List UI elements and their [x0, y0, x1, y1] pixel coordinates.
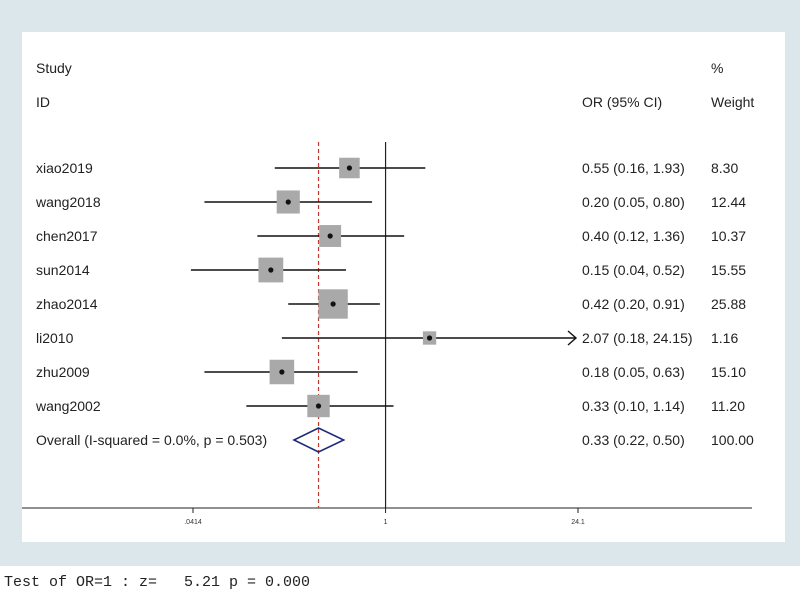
- study-weight: 15.10: [711, 364, 747, 380]
- study-ci: 0.33 (0.10, 1.14): [582, 398, 685, 414]
- overall-ci: 0.33 (0.22, 0.50): [582, 432, 685, 448]
- study-label: wang2002: [36, 398, 101, 414]
- ci-arrow: [567, 330, 578, 346]
- study-label: zhu2009: [36, 364, 90, 380]
- study-weight: 11.20: [711, 398, 745, 414]
- study-weight: 15.55: [711, 262, 747, 278]
- point-estimate: [346, 165, 353, 171]
- study-label: li2010: [36, 330, 74, 346]
- x-tick-label: 24.1: [571, 519, 585, 526]
- point-estimate: [327, 233, 333, 239]
- x-tick-label: 1: [384, 519, 388, 526]
- study-label: zhao2014: [36, 296, 98, 312]
- header-study: Study: [36, 60, 72, 76]
- study-label: sun2014: [36, 262, 90, 278]
- study-ci: 0.18 (0.05, 0.63): [582, 364, 685, 380]
- point-estimate: [279, 369, 285, 375]
- study-label: chen2017: [36, 228, 98, 244]
- overall-diamond: [292, 427, 346, 453]
- study-ci: 0.20 (0.05, 0.80): [582, 194, 685, 210]
- study-ci: 0.55 (0.16, 1.93): [582, 160, 685, 176]
- forest-plot: .0414 1 24.1: [22, 142, 752, 526]
- x-tick-label: .0414: [184, 519, 202, 526]
- study-ci: 0.15 (0.04, 0.52): [582, 262, 685, 278]
- test-statistic: Test of OR=1 : z= 5.21 p = 0.000: [4, 574, 311, 591]
- header-weight: Weight: [711, 94, 755, 110]
- overall-label: Overall (I-squared = 0.0%, p = 0.503): [36, 432, 268, 448]
- plot-panel: [22, 32, 785, 542]
- header-id: ID: [36, 94, 50, 110]
- study-weight: 25.88: [711, 296, 747, 312]
- study-weight: 10.37: [711, 228, 747, 244]
- header-effect: OR (95% CI): [582, 94, 663, 110]
- study-weight: 8.30: [711, 160, 739, 176]
- point-estimate: [426, 335, 433, 341]
- study-weight: 1.16: [711, 330, 739, 346]
- study-ci: 0.40 (0.12, 1.36): [582, 228, 685, 244]
- header-weight-percent: %: [711, 60, 724, 76]
- point-estimate: [268, 267, 274, 273]
- study-label: xiao2019: [36, 160, 93, 176]
- study-weight: 12.44: [711, 194, 747, 210]
- study-ci: 0.42 (0.20, 0.91): [582, 296, 685, 312]
- overall-weight: 100.00: [711, 432, 754, 448]
- study-label: wang2018: [36, 194, 101, 210]
- study-ci: 2.07 (0.18, 24.15): [582, 330, 693, 346]
- point-estimate: [330, 301, 336, 307]
- point-estimate: [315, 403, 322, 409]
- point-estimate: [285, 199, 291, 205]
